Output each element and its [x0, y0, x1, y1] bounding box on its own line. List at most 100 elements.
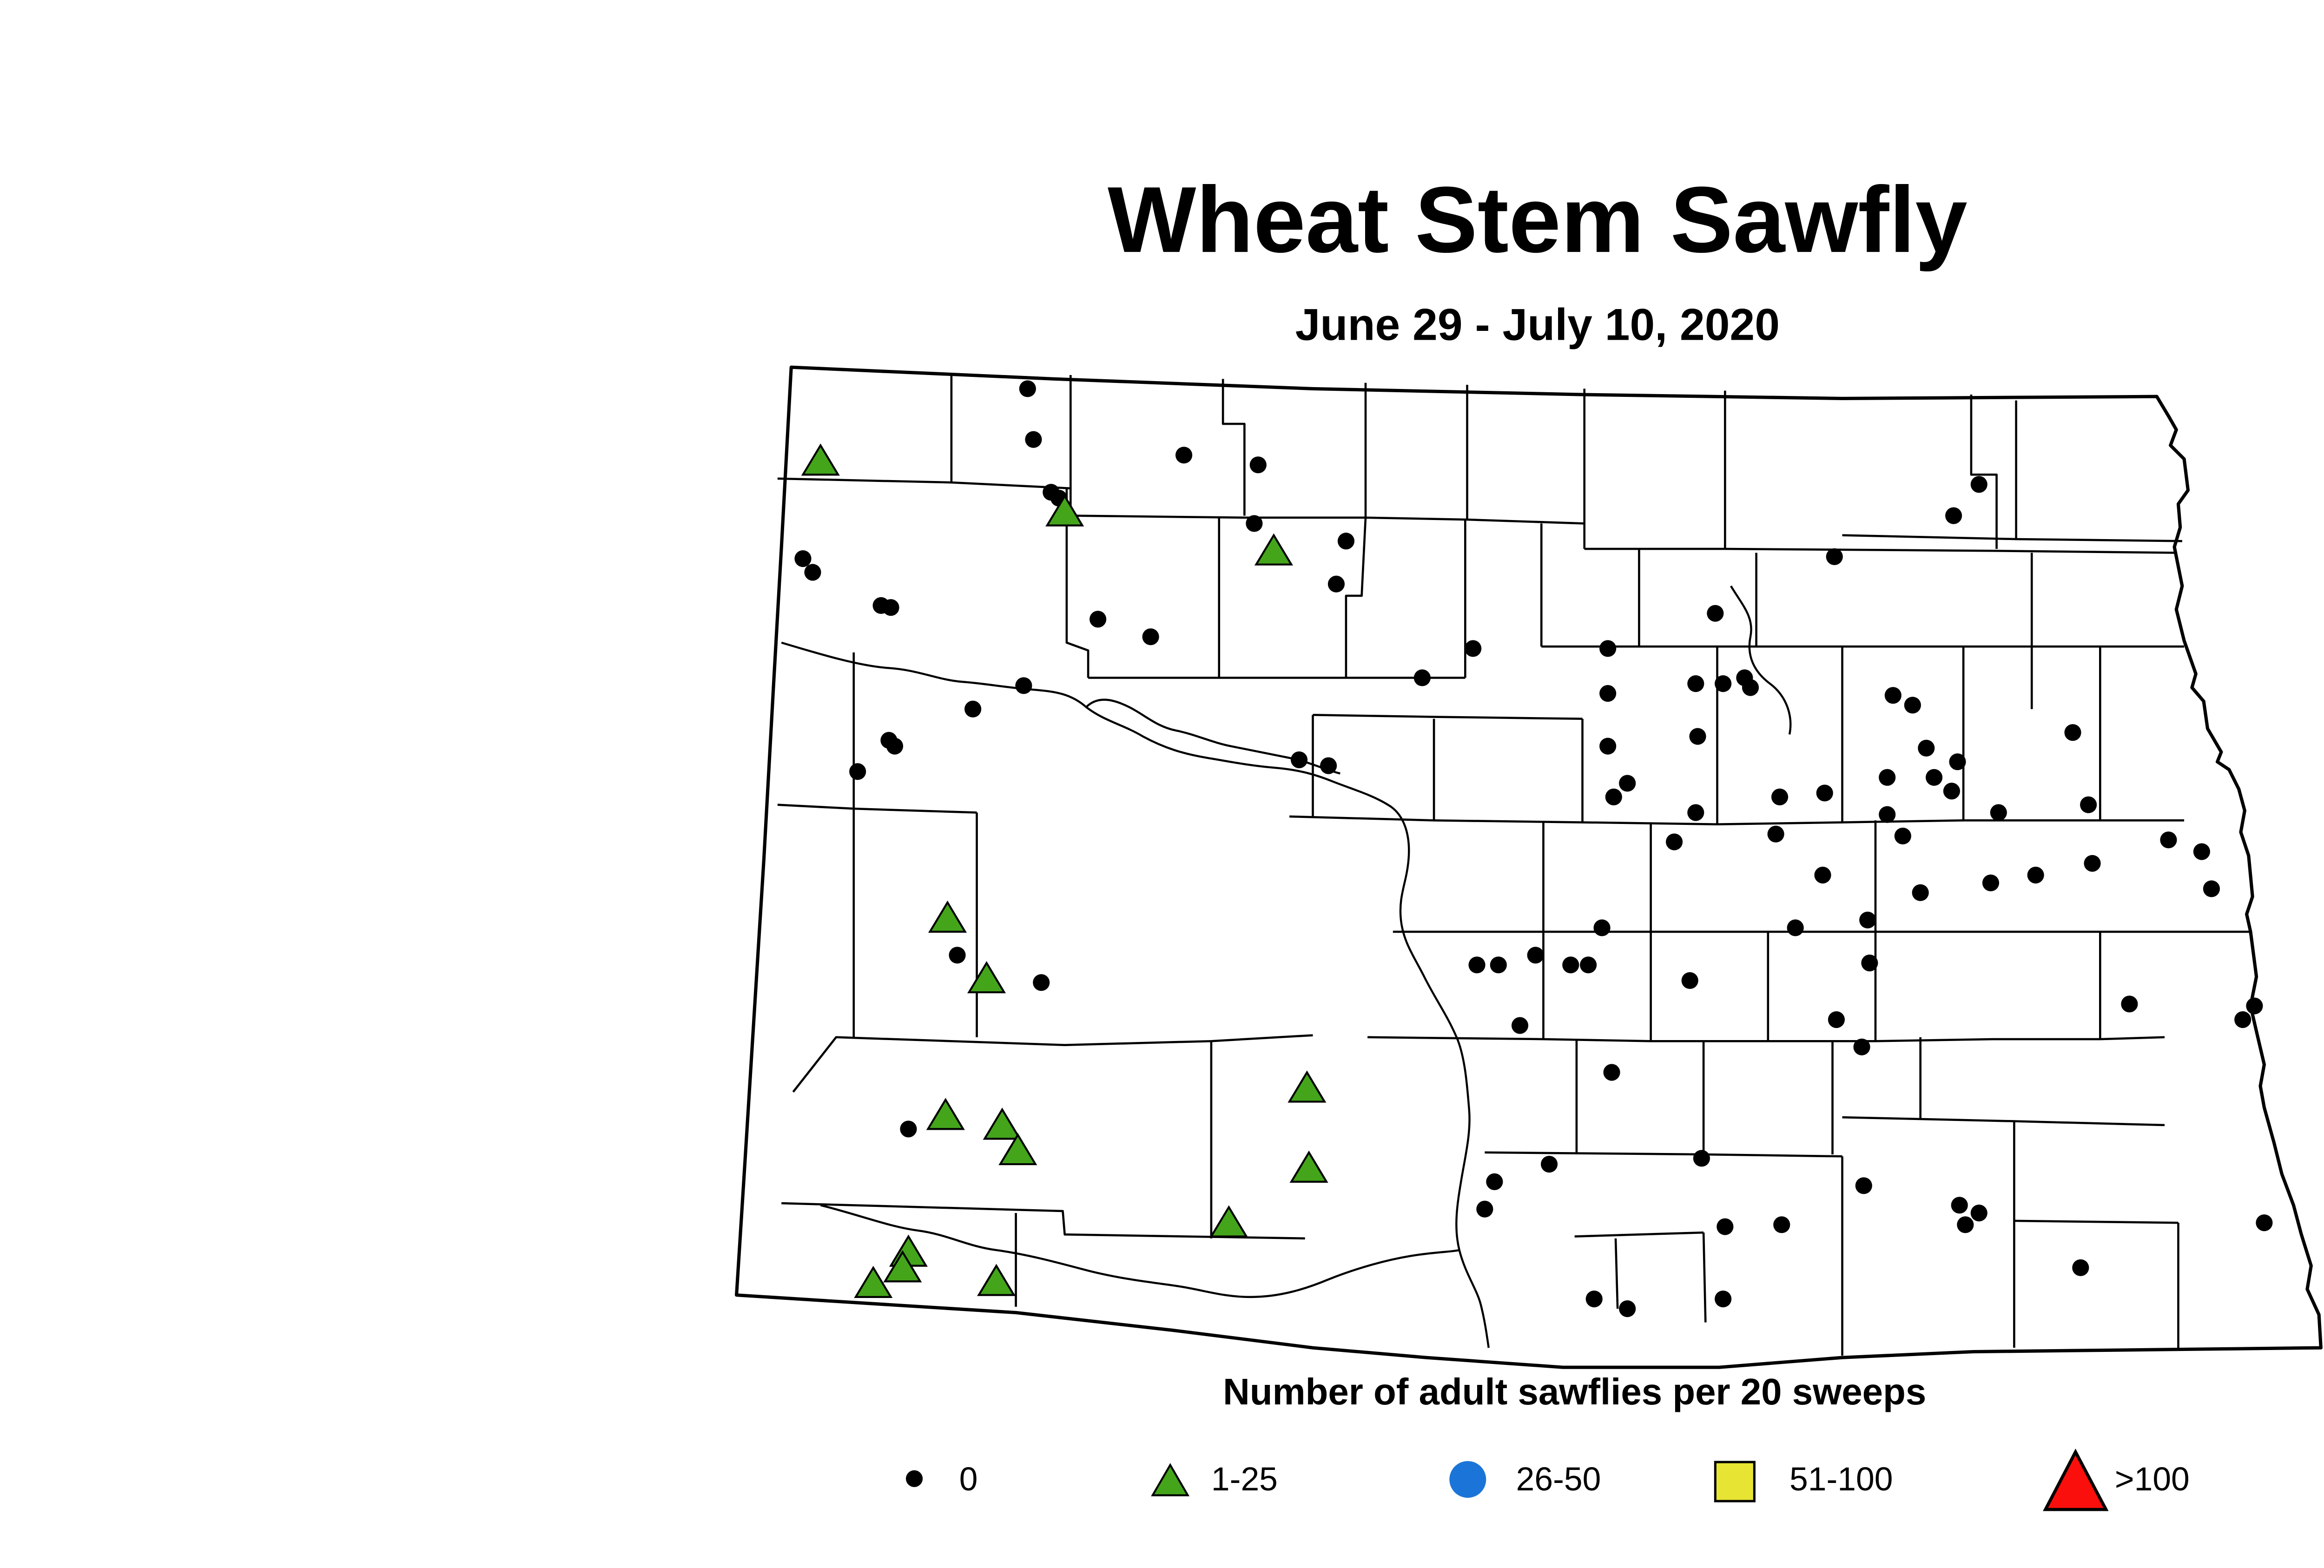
- data-point-green-triangle: [1287, 1070, 1327, 1103]
- legend-label-1-25: 1-25: [1211, 1461, 1278, 1498]
- data-point-black-dot: [1949, 753, 1966, 771]
- legend-black-dot-icon: [905, 1470, 923, 1487]
- data-point-black-dot: [1562, 956, 1579, 974]
- data-point-black-dot: [1826, 548, 1843, 565]
- data-point-black-dot: [2256, 1214, 2273, 1232]
- data-point-black-dot: [1320, 757, 1337, 774]
- data-point-black-dot: [1033, 974, 1050, 991]
- data-point-black-dot: [900, 1120, 917, 1138]
- legend-label-0: 0: [959, 1461, 978, 1498]
- data-point-black-dot: [1904, 697, 1921, 714]
- data-point-black-dot: [1861, 955, 1878, 972]
- data-point-black-dot: [1025, 431, 1042, 448]
- data-point-green-triangle: [928, 900, 967, 933]
- data-point-green-triangle: [977, 1264, 1016, 1296]
- data-point-black-dot: [1894, 827, 1911, 845]
- data-point-black-dot: [1707, 605, 1724, 622]
- state-outline: [735, 365, 2323, 1369]
- data-point-black-dot: [1599, 738, 1617, 755]
- data-point-black-dot: [1853, 1038, 1870, 1055]
- data-point-black-dot: [1619, 1300, 1636, 1318]
- data-point-black-dot: [2121, 995, 2138, 1013]
- data-point-black-dot: [1859, 911, 1876, 929]
- data-point-black-dot: [1605, 788, 1622, 805]
- legend-blue-circle-icon: [1449, 1461, 1486, 1498]
- legend-label-26-50: 26-50: [1516, 1461, 1601, 1498]
- data-point-black-dot: [1717, 1218, 1734, 1235]
- page-subtitle: June 29 - July 10, 2020: [1295, 299, 1780, 349]
- data-point-black-dot: [1715, 675, 1732, 692]
- legend-green-triangle-icon: [1151, 1463, 1190, 1496]
- data-point-black-dot: [1693, 1150, 1710, 1167]
- data-point-black-dot: [1715, 1290, 1732, 1308]
- data-point-black-dot: [964, 700, 982, 718]
- data-point-green-triangle: [801, 443, 840, 476]
- data-point-black-dot: [1681, 972, 1698, 989]
- data-point-black-dot: [1742, 679, 1759, 696]
- data-point-black-dot: [1089, 611, 1107, 628]
- data-point-black-dot: [1771, 788, 1789, 805]
- data-point-black-dot: [1249, 456, 1267, 474]
- data-point-black-dot: [1019, 380, 1036, 397]
- data-point-black-dot: [1327, 575, 1345, 593]
- legend-red-triangle-icon: [2043, 1448, 2109, 1511]
- data-point-black-dot: [1511, 1017, 1529, 1034]
- data-point-black-dot: [1142, 628, 1159, 646]
- data-point-black-dot: [1687, 804, 1704, 821]
- data-point-black-dot: [2160, 831, 2177, 849]
- legend: Number of adult sawflies per 20 sweeps 0…: [905, 1371, 2190, 1511]
- data-point-black-dot: [2084, 855, 2101, 872]
- data-point-green-triangle: [1045, 494, 1084, 527]
- data-point-black-dot: [1666, 833, 1683, 850]
- data-point-black-dot: [886, 738, 904, 755]
- data-point-black-dot: [2080, 796, 2097, 813]
- data-point-black-dot: [2072, 1259, 2089, 1276]
- data-point-black-dot: [794, 550, 812, 567]
- data-point-black-dot: [1982, 874, 2000, 891]
- data-point-black-dot: [1527, 947, 1544, 964]
- data-point-black-dot: [2064, 724, 2081, 741]
- data-point-black-dot: [1599, 685, 1617, 702]
- data-point-black-dot: [1951, 1197, 1968, 1214]
- data-point-black-dot: [1291, 751, 1308, 769]
- data-point-black-dot: [1585, 1290, 1603, 1308]
- data-point-black-dot: [849, 763, 866, 780]
- data-point-black-dot: [1468, 956, 1486, 974]
- data-point-black-dot: [1580, 956, 1597, 974]
- data-point-black-dot: [2027, 866, 2044, 884]
- data-point-black-dot: [1689, 728, 1706, 745]
- data-point-black-dot: [1476, 1200, 1493, 1218]
- data-point-black-dot: [1945, 507, 1962, 524]
- data-point-black-dot: [1926, 769, 1943, 786]
- page-title: Wheat Stem Sawfly: [1108, 167, 1967, 272]
- missouri-river: [781, 641, 1490, 1348]
- legend-title: Number of adult sawflies per 20 sweeps: [1223, 1371, 1926, 1412]
- data-point-green-triangle: [1289, 1150, 1328, 1183]
- cannonball-river: [820, 1204, 1460, 1298]
- data-point-black-dot: [1486, 1173, 1503, 1190]
- data-point-green-triangle: [883, 1250, 922, 1283]
- data-point-black-dot: [1816, 784, 1833, 802]
- data-point-black-dot: [2193, 843, 2210, 860]
- data-point-black-dot: [1990, 804, 2007, 821]
- data-point-black-dot: [1175, 447, 1193, 464]
- data-point-black-dot: [804, 564, 821, 581]
- data-point-black-dot: [882, 599, 899, 616]
- legend-label-51-100: 51-100: [1789, 1461, 1893, 1498]
- data-point-black-dot: [1855, 1177, 1872, 1194]
- data-point-green-triangle: [998, 1133, 1037, 1166]
- data-point-green-triangle: [1209, 1205, 1248, 1238]
- data-point-green-triangle: [967, 961, 1006, 994]
- data-point-black-dot: [1918, 739, 1935, 757]
- data-point-black-dot: [1619, 775, 1636, 792]
- data-point-green-triangle: [854, 1265, 893, 1298]
- county-boundaries: [777, 373, 2251, 1356]
- data-point-black-dot: [1603, 1064, 1620, 1081]
- data-point-black-dot: [1773, 1216, 1790, 1233]
- data-point-black-dot: [1957, 1216, 1974, 1233]
- data-point-black-dot: [1970, 1205, 1987, 1222]
- data-points-layer: [794, 380, 2273, 1318]
- data-point-black-dot: [1593, 919, 1611, 936]
- sheyenne-river: [1730, 585, 1792, 735]
